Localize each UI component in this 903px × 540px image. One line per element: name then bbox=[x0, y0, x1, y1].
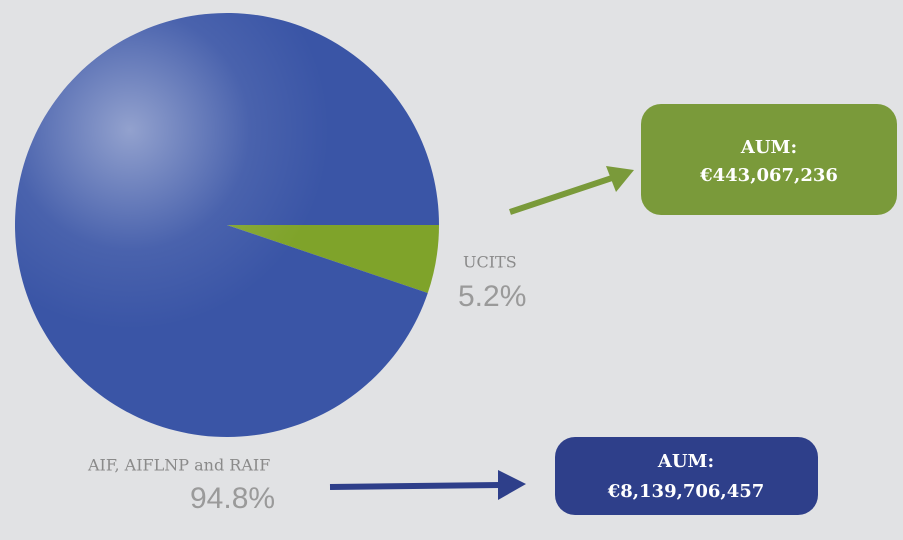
aum-label: AUM: bbox=[657, 451, 714, 472]
slice-label: UCITS bbox=[463, 253, 517, 272]
pie bbox=[14, 12, 439, 438]
arrow bbox=[329, 482, 501, 490]
slice-value: 94.8% bbox=[190, 482, 275, 515]
aum-box bbox=[555, 437, 818, 515]
pie-slice bbox=[14, 12, 439, 438]
aum-value: €8,139,706,457 bbox=[607, 481, 765, 502]
aum-value: €443,067,236 bbox=[699, 165, 838, 186]
slice-label: AIF, AIFLNP and RAIF bbox=[87, 456, 270, 475]
arrow-head bbox=[498, 470, 526, 500]
slice-value: 5.2% bbox=[458, 280, 526, 313]
arrow bbox=[509, 175, 613, 215]
aum-box bbox=[641, 104, 897, 215]
arrow-head bbox=[606, 166, 634, 192]
aum-label: AUM: bbox=[740, 137, 797, 158]
